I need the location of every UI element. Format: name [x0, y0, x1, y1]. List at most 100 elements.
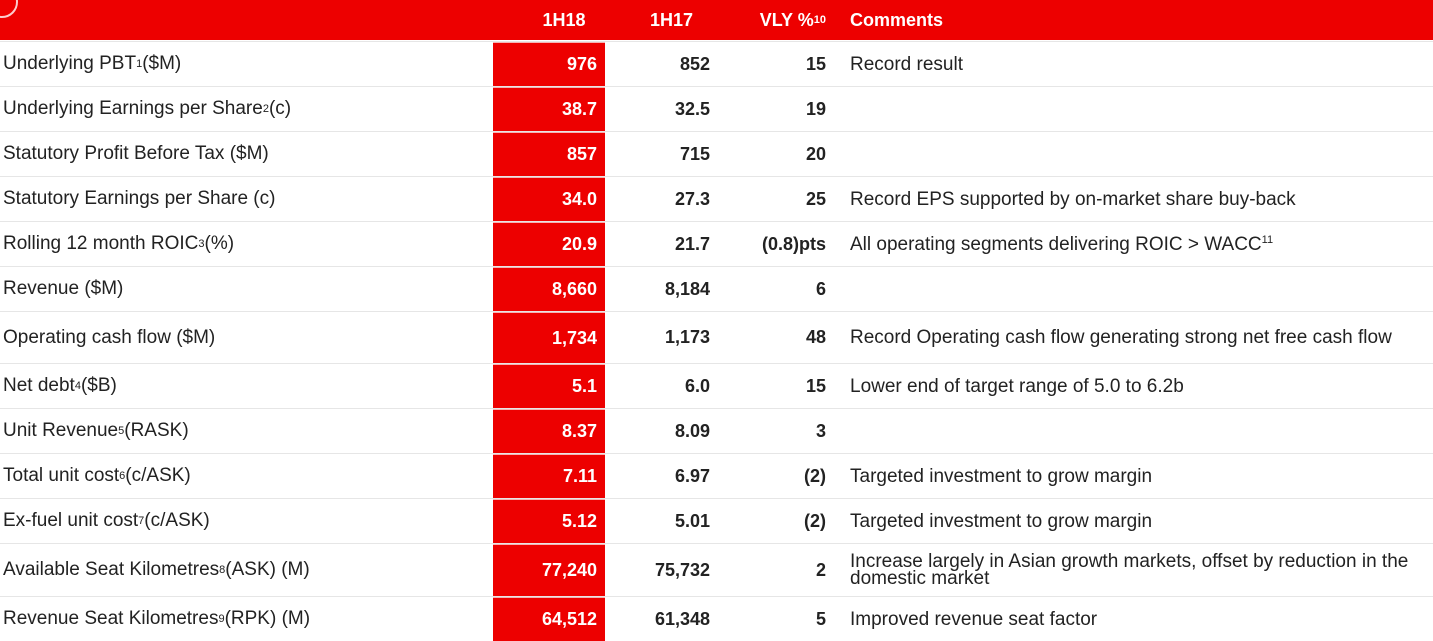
row-label: Rolling 12 month ROIC 3 (%) — [3, 233, 235, 254]
row-1h18-value: 976 — [493, 42, 605, 86]
table-row: Underlying PBT 1 ($M) 976 852 15 Record resul… — [0, 41, 1433, 86]
row-label-text: Underlying PBT — [3, 53, 137, 74]
logo-icon — [0, 0, 18, 18]
row-comment-text: Increase largely in Asian growth markets… — [850, 551, 1433, 589]
row-comment — [826, 132, 1433, 176]
row-label-text: Total unit cost — [3, 465, 120, 486]
table-row: Underlying Earnings per Share 2 (c) 38.7 32… — [0, 86, 1433, 131]
row-label: Statutory Profit Before Tax ($M) — [0, 132, 493, 176]
row-comment-text: Lower end of target range of 5.0 to 6.2b — [850, 377, 1184, 396]
row-1h17-value: 715 — [679, 143, 710, 164]
row-1h18-value: 20.9 — [493, 222, 605, 266]
row-comment: Record EPS supported by on-market share … — [826, 177, 1433, 221]
row-label-unit: (c/ASK) — [144, 510, 210, 531]
row-comment: All operating segments delivering ROIC >… — [826, 222, 1433, 266]
row-label-unit: (c/ASK) — [125, 465, 191, 486]
row-comment: Targeted investment to grow margin — [826, 454, 1433, 498]
row-comment-body: Improved revenue seat factor — [850, 608, 1098, 630]
row-vly-value: 20 — [805, 143, 826, 164]
table-row: Available Seat Kilometres 8 (ASK) (M) 77,2… — [0, 543, 1433, 596]
row-comment — [826, 87, 1433, 131]
row-label: Operating cash flow ($M) — [0, 312, 493, 363]
row-1h18-value: 5.12 — [493, 499, 605, 543]
row-1h17-value: 21.7 — [674, 233, 710, 254]
row-label: Revenue ($M) — [0, 267, 493, 311]
row-label-unit: ($B) — [80, 375, 117, 396]
row-comment-text: Improved revenue seat factor — [850, 608, 1098, 630]
header-comments: Comments — [850, 9, 944, 30]
row-1h18-value: 8.37 — [493, 409, 605, 453]
table-header: 1H18 1H17 VLY % 10 Comments — [0, 0, 1433, 40]
row-label-unit: (c) — [268, 98, 292, 119]
row-label: Underlying PBT 1 ($M) — [3, 53, 182, 74]
row-comment-text: Record result — [850, 55, 963, 74]
row-comment-body: Targeted investment to grow margin — [850, 465, 1153, 487]
table-row: Ex-fuel unit cost 7 (c/ASK) 5.12 5.01 (2) Tar… — [0, 498, 1433, 543]
row-comment-body: Targeted investment to grow margin — [850, 510, 1153, 532]
row-label-unit: ($M) — [142, 53, 182, 74]
row-label-text: Rolling 12 month ROIC — [3, 233, 199, 254]
table-row: Revenue ($M) 8,660 8,184 6 — [0, 266, 1433, 311]
row-comment-body: Record EPS supported by on-market share … — [850, 188, 1296, 210]
row-1h17-value: 8.09 — [674, 420, 710, 441]
row-vly-value: 15 — [805, 375, 826, 396]
table-row: Statutory Earnings per Share (c) 34.0 27.3… — [0, 176, 1433, 221]
row-comment-body: Increase largely in Asian growth markets… — [850, 551, 1409, 589]
row-label-unit: (ASK) (M) — [225, 559, 310, 580]
row-label-text: Unit Revenue — [3, 420, 119, 441]
row-label: Statutory Earnings per Share (c) — [0, 177, 493, 221]
row-1h17-value: 5.01 — [674, 510, 710, 531]
row-label: Total unit cost 6 (c/ASK) — [3, 465, 191, 486]
row-vly-value: 3 — [815, 420, 826, 441]
row-vly-value: 6 — [815, 278, 826, 299]
row-comment: Targeted investment to grow margin — [826, 499, 1433, 543]
table-row: Operating cash flow ($M) 1,734 1,173 48 Reco… — [0, 311, 1433, 363]
row-comment: Increase largely in Asian growth markets… — [826, 544, 1433, 596]
row-label-text: Net debt — [3, 375, 75, 396]
row-label: Unit Revenue 5 (RASK) — [3, 420, 189, 441]
row-label-text: Operating cash flow ($M) — [3, 326, 216, 348]
row-label-text: Available Seat Kilometres — [3, 559, 220, 580]
table-row: Unit Revenue 5 (RASK) 8.37 8.09 3 — [0, 408, 1433, 453]
row-1h17-value: 852 — [679, 53, 710, 74]
row-vly-value: (2) — [804, 510, 826, 531]
row-vly-value: 19 — [805, 98, 826, 119]
row-comment-text: Record EPS supported by on-market share … — [850, 188, 1296, 210]
row-1h17-value: 8,184 — [664, 278, 710, 299]
row-1h18-value: 64,512 — [493, 597, 605, 641]
row-vly-value: 15 — [805, 53, 826, 74]
header-1h17: 1H17 — [649, 9, 694, 30]
row-comment-text: Targeted investment to grow margin — [850, 510, 1153, 532]
header-1h18: 1H18 — [542, 9, 586, 30]
row-1h17-value: 27.3 — [674, 188, 710, 209]
header-label-cell — [0, 0, 493, 40]
row-comment-text: Targeted investment to grow margin — [850, 465, 1153, 487]
header-vly: VLY % 10 — [759, 9, 826, 30]
row-label: Net debt 4 ($B) — [3, 375, 117, 396]
row-1h18-value: 5.1 — [493, 364, 605, 408]
table-row: Statutory Profit Before Tax ($M) 857 715 20 — [0, 131, 1433, 176]
row-vly-value: 5 — [815, 608, 826, 629]
table-row: Rolling 12 month ROIC 3 (%) 20.9 21.7 (0.8)p… — [0, 221, 1433, 266]
row-comment: Record Operating cash flow generating st… — [826, 312, 1433, 363]
row-1h18-value: 7.11 — [493, 454, 605, 498]
header-vly-text: VLY % — [759, 9, 814, 30]
row-1h17-value: 6.0 — [684, 375, 710, 396]
row-comment-text: Record Operating cash flow generating st… — [850, 328, 1392, 347]
row-vly-value: 48 — [805, 327, 826, 347]
table-row: Revenue Seat Kilometres 9 (RPK) (M) 64,512… — [0, 596, 1433, 641]
row-comment: Improved revenue seat factor — [826, 597, 1433, 641]
row-comment — [826, 267, 1433, 311]
row-comment-footnote: 11 — [1261, 233, 1274, 246]
row-label: Available Seat Kilometres 8 (ASK) (M) — [3, 559, 310, 580]
row-vly-value: (2) — [804, 465, 826, 486]
row-1h18-value: 857 — [493, 132, 605, 176]
row-1h17-value: 6.97 — [674, 465, 710, 486]
row-1h17-value: 61,348 — [654, 608, 710, 629]
row-comment-text: All operating segments delivering ROIC >… — [850, 233, 1274, 254]
row-1h18-value: 8,660 — [493, 267, 605, 311]
table-row: Net debt 4 ($B) 5.1 6.0 15 Lower end of targe… — [0, 363, 1433, 408]
row-vly-value: 25 — [805, 188, 826, 209]
row-1h18-value: 34.0 — [493, 177, 605, 221]
